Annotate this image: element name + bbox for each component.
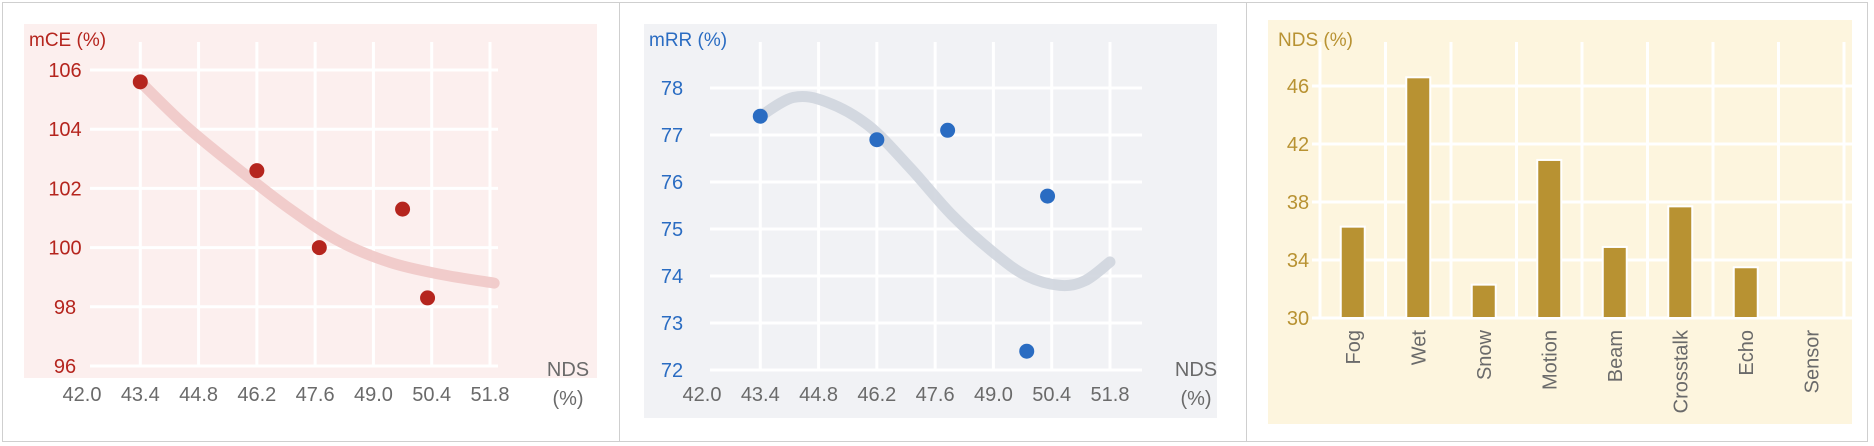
category-label: Fog	[1343, 330, 1365, 364]
category-label: Crosstalk	[1670, 329, 1692, 413]
x-tick-label: 43.4	[121, 384, 160, 406]
x-tick-label: 47.6	[916, 384, 955, 406]
plot-background	[24, 24, 597, 378]
y-tick-label: 74	[661, 266, 683, 288]
y-tick-label: 30	[1287, 308, 1309, 330]
x-tick-label: 44.8	[179, 384, 218, 406]
x-tick-label: 43.4	[741, 384, 780, 406]
chart-title: NDS (%)	[1278, 30, 1353, 51]
bar	[1470, 283, 1497, 319]
x-tick-label: 50.4	[1032, 384, 1071, 406]
category-label: Beam	[1605, 330, 1627, 382]
panel-divider	[619, 2, 620, 442]
bar	[1339, 225, 1366, 319]
y-tick-label: 104	[48, 119, 81, 141]
y-tick-label: 38	[1287, 192, 1309, 214]
x-tick-label: 44.8	[799, 384, 838, 406]
x-axis-label: NDS	[1175, 359, 1217, 381]
data-point	[420, 290, 436, 306]
chart-title: mRR (%)	[649, 30, 727, 51]
y-tick-label: 34	[1287, 250, 1309, 272]
plot-background	[644, 24, 1217, 418]
panel-divider	[1246, 2, 1247, 442]
x-tick-label: 49.0	[974, 384, 1013, 406]
data-point	[940, 122, 956, 138]
category-label: Snow	[1474, 329, 1496, 380]
x-tick-label: 50.4	[412, 384, 451, 406]
y-tick-label: 42	[1287, 134, 1309, 156]
category-label: Motion	[1539, 330, 1561, 390]
trend-curve	[134, 76, 500, 289]
y-tick-label: 78	[661, 78, 683, 100]
y-tick-label: 73	[661, 313, 683, 335]
bar	[1667, 205, 1694, 320]
trend-curve	[754, 90, 1116, 292]
x-axis-label: NDS	[547, 359, 589, 381]
bar	[1601, 245, 1628, 319]
x-tick-label: 42.0	[683, 384, 722, 406]
x-tick-label: 51.8	[1091, 384, 1130, 406]
y-tick-label: 76	[661, 172, 683, 194]
chart-title: mCE (%)	[29, 30, 106, 51]
x-tick-label: 46.2	[857, 384, 896, 406]
y-tick-label: 77	[661, 125, 683, 147]
category-label: Echo	[1736, 330, 1758, 376]
bar	[1732, 266, 1759, 319]
x-tick-label: 42.0	[63, 384, 102, 406]
data-point	[249, 163, 265, 179]
y-tick-label: 106	[48, 60, 81, 82]
x-axis-unit: (%)	[552, 388, 583, 410]
bar	[1536, 158, 1563, 319]
data-point	[1019, 343, 1035, 359]
x-tick-label: 46.2	[237, 384, 276, 406]
data-point	[132, 74, 148, 90]
y-tick-label: 72	[661, 360, 683, 382]
bar	[1405, 76, 1432, 319]
y-tick-label: 46	[1287, 76, 1309, 98]
x-tick-label: 49.0	[354, 384, 393, 406]
data-point	[752, 108, 768, 124]
data-point	[395, 201, 411, 217]
y-tick-label: 96	[54, 356, 76, 378]
data-point	[311, 240, 327, 256]
category-label: Sensor	[1801, 330, 1823, 394]
x-tick-label: 51.8	[471, 384, 510, 406]
data-point	[1040, 188, 1056, 204]
y-tick-label: 100	[48, 238, 81, 260]
y-tick-label: 102	[48, 178, 81, 200]
x-tick-label: 47.6	[296, 384, 335, 406]
x-axis-unit: (%)	[1180, 388, 1211, 410]
y-tick-label: 75	[661, 219, 683, 241]
category-label: Wet	[1408, 330, 1430, 366]
data-point	[869, 132, 885, 148]
y-tick-label: 98	[54, 297, 76, 319]
